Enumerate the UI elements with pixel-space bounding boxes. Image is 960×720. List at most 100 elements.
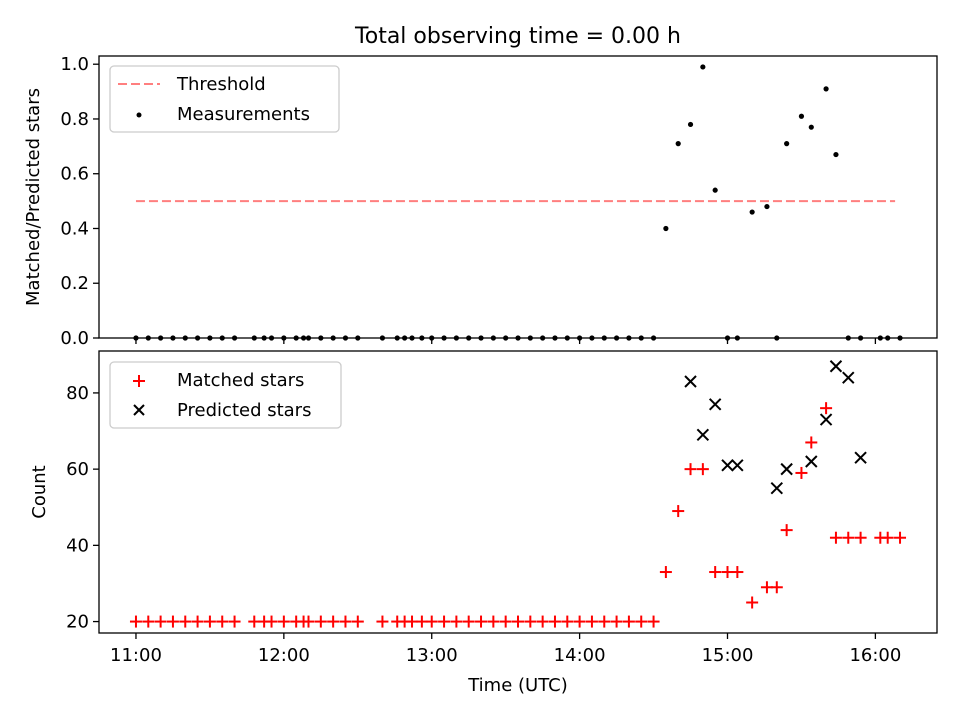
matched-star-point bbox=[548, 615, 561, 628]
count-x-ticks: 11:00 12:00 13:00 14:00 15:00 16:00 bbox=[110, 633, 901, 666]
matched-star-point bbox=[598, 615, 611, 628]
matched-star-point bbox=[684, 463, 697, 476]
matched-star-point bbox=[829, 531, 842, 544]
matched-star-point bbox=[561, 615, 574, 628]
matched-star-point bbox=[438, 615, 451, 628]
ratio-y-axis-label: Matched/Predicted stars bbox=[23, 88, 44, 306]
measurement-point bbox=[687, 121, 694, 128]
matched-star-point bbox=[610, 615, 623, 628]
matched-star-point bbox=[327, 615, 340, 628]
matched-star-point bbox=[731, 566, 744, 579]
legend-predicted-label: Predicted stars bbox=[177, 400, 311, 421]
measurement-point bbox=[808, 124, 814, 130]
matched-star-point bbox=[696, 463, 709, 476]
matched-star-point bbox=[191, 615, 204, 628]
x-tick-label: 11:00 bbox=[110, 645, 162, 666]
matched-star-point bbox=[805, 436, 818, 449]
ratio-y-tick-label: 0.4 bbox=[60, 218, 89, 239]
matched-star-point bbox=[376, 615, 389, 628]
ratio-panel: 0.0 0.2 0.4 0.6 0.8 1.0 Matched/Predicted sta… bbox=[23, 54, 938, 349]
matched-star-point bbox=[795, 466, 808, 479]
measurement-point bbox=[663, 225, 669, 232]
measurement-point bbox=[712, 187, 718, 193]
predicted-star-point bbox=[696, 428, 710, 442]
predicted-star-point bbox=[842, 371, 855, 384]
predicted-star-point bbox=[805, 455, 818, 468]
matched-star-point bbox=[203, 615, 216, 628]
matched-star-point bbox=[129, 615, 142, 628]
measurement-point bbox=[823, 86, 829, 92]
count-plot-frame bbox=[98, 350, 938, 634]
x-tick-label: 13:00 bbox=[406, 645, 458, 666]
predicted-star-point bbox=[819, 413, 833, 426]
matched-star-point bbox=[709, 566, 722, 579]
matched-star-point bbox=[487, 615, 500, 628]
matched-star-point bbox=[622, 615, 635, 628]
matched-star-point bbox=[672, 505, 685, 518]
matched-star-point bbox=[351, 615, 364, 628]
matched-star-point bbox=[820, 402, 833, 415]
ratio-y-tick-label: 1.0 bbox=[60, 54, 89, 75]
matched-star-point bbox=[512, 615, 524, 628]
predicted-star-point bbox=[731, 459, 744, 472]
matched-star-point bbox=[524, 615, 537, 628]
matched-star-point bbox=[842, 531, 855, 544]
ratio-plot-frame bbox=[98, 55, 938, 339]
x-tick-label: 14:00 bbox=[554, 645, 606, 666]
predicted-star-point bbox=[770, 481, 784, 495]
matched-star-point bbox=[854, 531, 867, 544]
count-legend-box bbox=[109, 361, 342, 429]
matched-star-point bbox=[450, 615, 463, 628]
x-tick-label: 15:00 bbox=[702, 645, 754, 666]
matched-star-point bbox=[339, 615, 352, 628]
matched-star-point bbox=[154, 615, 167, 628]
x-tick-label: 16:00 bbox=[849, 645, 901, 666]
legend-matched-swatch bbox=[133, 375, 145, 387]
count-y-ticks: 20 40 60 80 bbox=[66, 383, 99, 633]
matched-star-point bbox=[881, 531, 894, 544]
matched-star-point bbox=[475, 615, 488, 628]
matched-star-point bbox=[780, 524, 793, 537]
measurement-point bbox=[798, 113, 805, 119]
matched-star-point bbox=[635, 615, 648, 628]
legend-predicted-swatch bbox=[133, 404, 145, 416]
matched-star-point bbox=[265, 615, 278, 628]
matched-star-point bbox=[179, 615, 192, 628]
ratio-legend-box bbox=[109, 65, 340, 133]
count-y-axis-label: Count bbox=[29, 465, 50, 518]
measurement-point bbox=[675, 141, 681, 147]
ratio-y-tick-label: 0.2 bbox=[60, 273, 89, 294]
matched-star-point bbox=[894, 531, 907, 544]
matched-star-point bbox=[647, 615, 660, 628]
matched-star-point bbox=[499, 615, 512, 628]
matched-star-point bbox=[302, 615, 315, 628]
matched-star-point bbox=[770, 581, 783, 594]
matched-star-point bbox=[573, 615, 586, 628]
measurement-point bbox=[784, 141, 790, 147]
measurement-point bbox=[833, 151, 839, 158]
matched-star-point bbox=[659, 566, 672, 579]
matched-star-point bbox=[277, 615, 290, 628]
chart-title: Total observing time = 0.00 h bbox=[354, 24, 681, 49]
predicted-star-point bbox=[829, 360, 843, 373]
measurement-point bbox=[749, 209, 755, 215]
matched-star-point bbox=[536, 615, 549, 628]
ratio-y-ticks: 0.0 0.2 0.4 0.6 0.8 1.0 bbox=[60, 54, 99, 349]
legend-matched-label: Matched stars bbox=[177, 370, 304, 391]
legend-measurements-label: Measurements bbox=[177, 104, 310, 125]
matched-star-point bbox=[166, 615, 179, 628]
count-y-tick-label: 40 bbox=[66, 535, 89, 556]
matched-star-point bbox=[216, 615, 229, 628]
legend-threshold-label: Threshold bbox=[176, 74, 266, 95]
predicted-star-point bbox=[780, 462, 793, 476]
legend-measurements-swatch bbox=[136, 112, 142, 118]
ratio-y-tick-label: 0.6 bbox=[60, 164, 89, 185]
predicted-star-point bbox=[708, 398, 722, 411]
count-marks bbox=[129, 360, 907, 628]
matched-star-point bbox=[425, 615, 438, 628]
x-axis-label: Time (UTC) bbox=[467, 675, 568, 696]
count-legend: Matched stars Predicted stars bbox=[109, 361, 342, 429]
count-y-tick-label: 60 bbox=[66, 459, 89, 480]
matched-star-point bbox=[314, 615, 327, 628]
